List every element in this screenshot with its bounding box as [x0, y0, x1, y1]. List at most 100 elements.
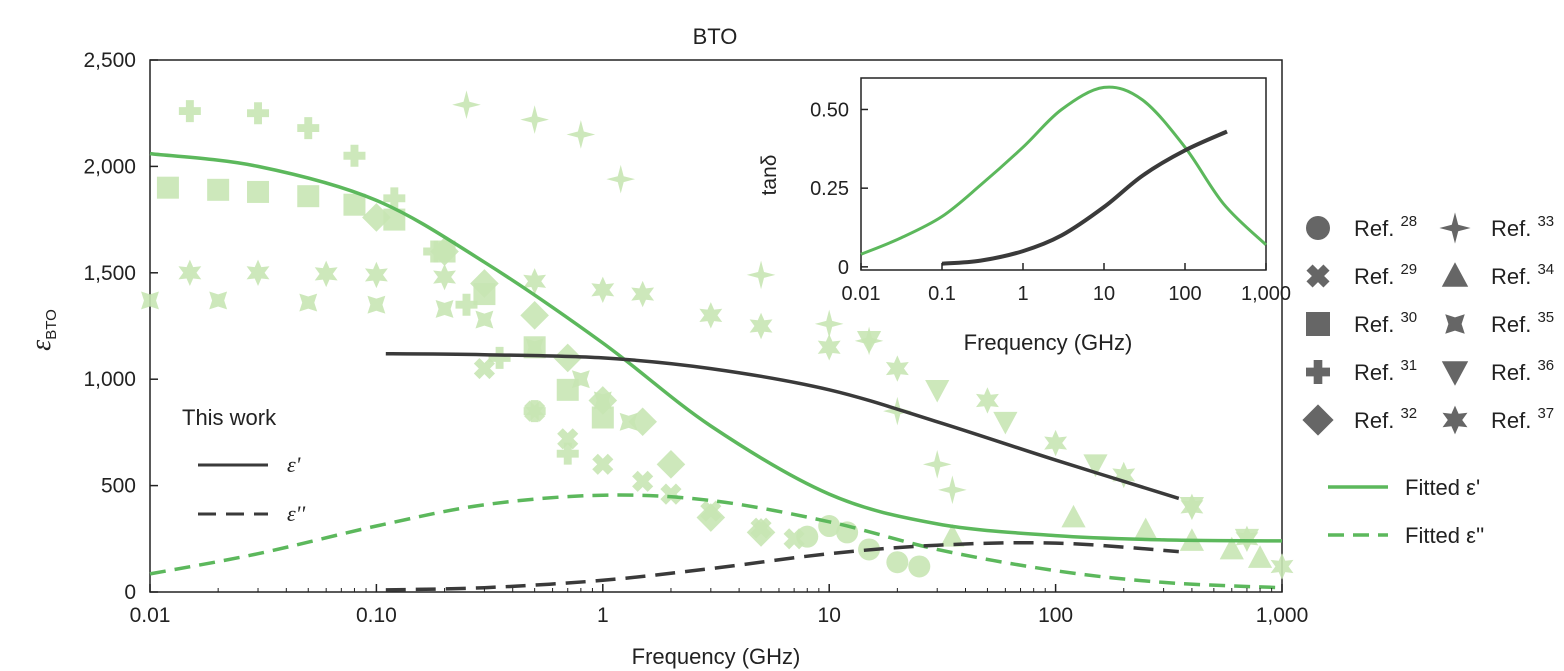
inset-x-axis-label: Frequency (GHz) [964, 330, 1133, 355]
legend-ref-label: Ref. 37 [1491, 405, 1554, 433]
fitted-eps-imag-line [149, 493, 1283, 590]
legend-star-icon [1442, 405, 1468, 435]
legend-item-ref-37: Ref. 37 [1442, 405, 1554, 435]
ref-29-point [783, 528, 805, 550]
ref-37-point [749, 312, 773, 340]
legend-item-ref-34: Ref. 34 [1441, 261, 1554, 289]
legend-ref-label: Ref. 29 [1354, 261, 1417, 289]
plot-frame [149, 59, 1283, 593]
ref-37-point [523, 268, 547, 295]
fit-lines-layer [149, 151, 1283, 592]
ref-34-point [1247, 545, 1273, 568]
inset-y-tick-label: 0.25 [810, 178, 849, 200]
legend-plus-icon [1306, 360, 1330, 384]
legend-item-fit-solid: Fitted ε' [1328, 475, 1480, 500]
legend-ref-label: Ref. 34 [1491, 261, 1554, 289]
ref-35-point [367, 295, 386, 314]
y-axis-label: εBTO [26, 309, 60, 351]
x-tick-label: 10 [818, 604, 841, 627]
ref-35-point [593, 391, 612, 410]
ref-30-point [156, 176, 179, 199]
ref-34-point [1219, 536, 1244, 560]
reference-markers-layer [141, 90, 1294, 580]
x-axis-label: Frequency (GHz) [632, 644, 801, 669]
ref-37-point [885, 355, 909, 382]
y-tick-label: 2,000 [83, 155, 136, 178]
x-tick-label: 1,000 [1256, 604, 1309, 627]
inset-x-tick-label: 0.01 [842, 283, 881, 305]
legend-fit-label: Fitted ε'' [1405, 523, 1484, 548]
legend-ref-label: Ref. 35 [1491, 309, 1554, 337]
this-work-eps-real-line [385, 351, 1180, 501]
ref-29-point [473, 357, 495, 380]
ref-37-point [1044, 429, 1068, 457]
ref-36-point [856, 330, 882, 354]
ref-33-point [746, 260, 776, 290]
ref-29-point [557, 428, 579, 450]
ref-30-point [383, 208, 406, 231]
y-tick-label: 2,500 [83, 49, 136, 72]
ref-37-point [1270, 553, 1294, 580]
chart-title: BTO [693, 24, 738, 49]
x-tick-label: 1 [597, 604, 609, 627]
ref-33-point [606, 164, 636, 194]
ref-29-point [660, 483, 682, 505]
inset-green-line [860, 85, 1268, 256]
ref-35-point [525, 338, 544, 357]
x-tick-label: 0.01 [130, 604, 171, 627]
y-tick-label: 500 [101, 475, 136, 498]
ref-36-point [925, 379, 950, 403]
inset-dark-line [941, 129, 1228, 266]
ref-31-point [523, 400, 546, 423]
ref-32-point [470, 269, 499, 298]
legend-item-fit-dashed: Fitted ε'' [1328, 523, 1484, 548]
legend-ref-label: Ref. 33 [1491, 213, 1554, 241]
ref-37-point [976, 387, 999, 414]
inset-y-axis-label: tanδ [758, 155, 781, 196]
y-tick-label: 1,000 [83, 368, 136, 391]
legend-item-ref-36: Ref. 36 [1441, 357, 1554, 386]
ref-35-point [435, 300, 454, 318]
ref-37-point [433, 263, 456, 291]
ref-28-point [908, 555, 931, 578]
legend-item-ref-35: Ref. 35 [1445, 309, 1554, 337]
legend-square-icon [1306, 312, 1330, 336]
ref-29-point [592, 453, 614, 475]
inset-frame [860, 77, 1267, 271]
legend-circle-icon [1306, 216, 1330, 240]
ref-29-point [632, 470, 654, 492]
ref-31-point [297, 117, 320, 140]
legend-ref-label: Ref. 28 [1354, 213, 1417, 241]
inset-y-tick-label: 0 [838, 257, 849, 279]
ref-37-point [1112, 461, 1136, 489]
ref-31-point [247, 102, 270, 125]
this-work-legend-title: This work [182, 405, 277, 430]
legend-item-ref-29: Ref. 29 [1306, 261, 1417, 289]
ref-32-point [520, 301, 549, 330]
ref-30-point [591, 406, 614, 429]
y-axis-symbol: ε [26, 340, 57, 351]
ref-33-point [922, 450, 952, 479]
legend-star4concave-icon [1445, 314, 1465, 334]
this-work-eps-real-label: ε' [287, 452, 301, 477]
ref-35-point [299, 293, 318, 312]
legend-item-ref-33: Ref. 33 [1439, 212, 1554, 244]
inset-x-tick-label: 1 [1017, 283, 1028, 305]
ref-32-point [696, 503, 726, 532]
ref-31-point [178, 100, 201, 123]
ref-30-point [297, 185, 320, 208]
reference-legend: Ref. 28 Ref. 29 Ref. 30 Ref. 31 Ref. 32 Ref. … [1302, 212, 1554, 548]
ref-30-point [207, 178, 230, 201]
ref-32-point [656, 450, 686, 479]
ref-37-point [631, 280, 655, 308]
legend-triangle-down-icon [1441, 361, 1469, 386]
ref-34-point [1061, 504, 1086, 528]
inset-x-tick-label: 100 [1168, 283, 1201, 305]
ref-37-point [314, 260, 338, 288]
ref-31-point [556, 442, 579, 465]
ref-32-point [746, 518, 776, 547]
this-work-eps-imag-label: ε'' [287, 501, 305, 526]
ref-33-point [452, 90, 481, 119]
legend-star4-icon [1439, 212, 1471, 244]
